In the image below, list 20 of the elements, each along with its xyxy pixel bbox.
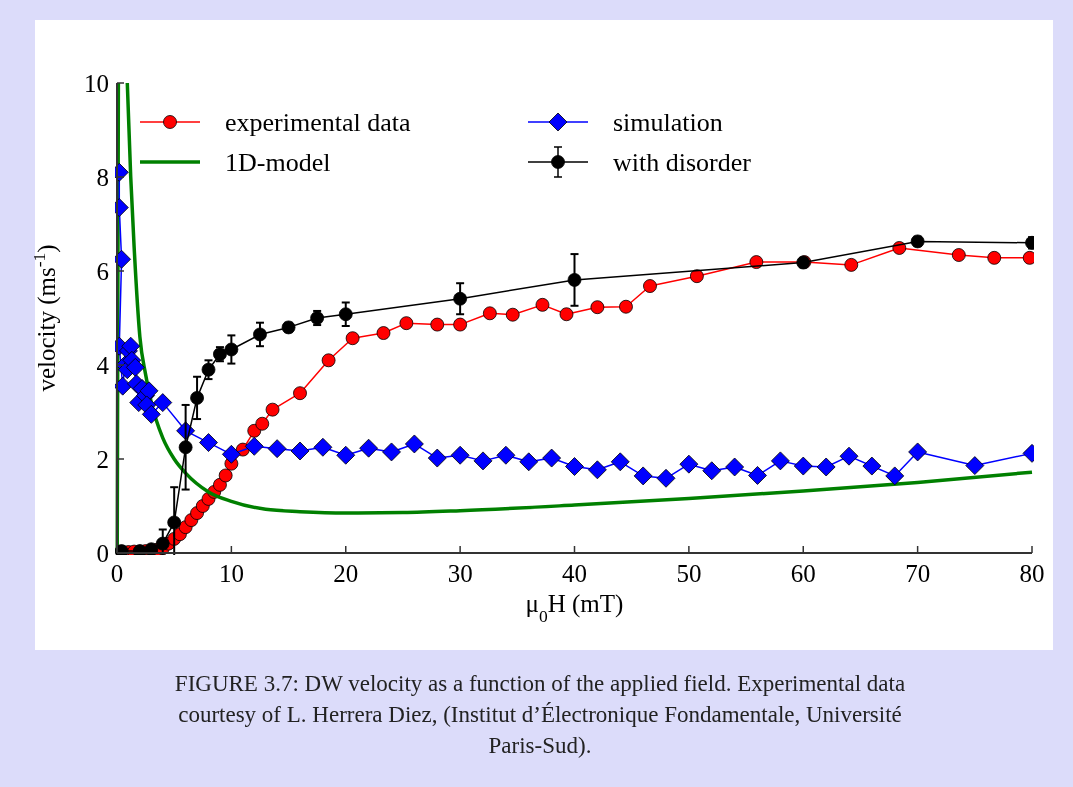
x-tick-label: 60 xyxy=(790,560,816,587)
y-tick-label: 0 xyxy=(96,540,109,567)
legend-label: with disorder xyxy=(613,148,752,177)
x-tick-label: 80 xyxy=(1019,560,1045,587)
legend-label: 1D-model xyxy=(225,148,331,177)
x-tick-label: 10 xyxy=(218,560,244,587)
x-tick-label: 30 xyxy=(447,560,473,587)
x-tick-label: 40 xyxy=(562,560,587,587)
y-tick-label: 8 xyxy=(96,164,109,191)
y-tick-label: 2 xyxy=(96,446,109,473)
y-tick-label: 6 xyxy=(96,258,109,285)
caption: FIGURE 3.7: DW velocity as a function of the applied field. Experimental data courtesy of L. Herrera Diez, (Institut d’Électronique Fondamentale, Université Paris-Sud). xyxy=(173,670,907,760)
x-tick-label: 20 xyxy=(333,560,359,587)
y-tick-label: 10 xyxy=(84,70,109,97)
x-tick-label: 50 xyxy=(676,560,702,587)
x-tick-label: 70 xyxy=(905,560,931,587)
legend-label: simulation xyxy=(613,108,723,137)
x-axis-title: μ$_{0}$H (mT) xyxy=(525,590,624,626)
y-tick-label: 4 xyxy=(96,352,110,379)
legend-label: experimental data xyxy=(225,108,411,137)
